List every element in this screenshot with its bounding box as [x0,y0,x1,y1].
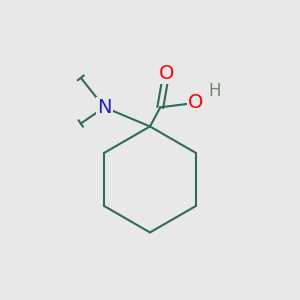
Text: N: N [97,98,112,117]
Text: O: O [188,93,203,112]
Text: O: O [158,64,174,83]
Text: H: H [208,82,221,100]
